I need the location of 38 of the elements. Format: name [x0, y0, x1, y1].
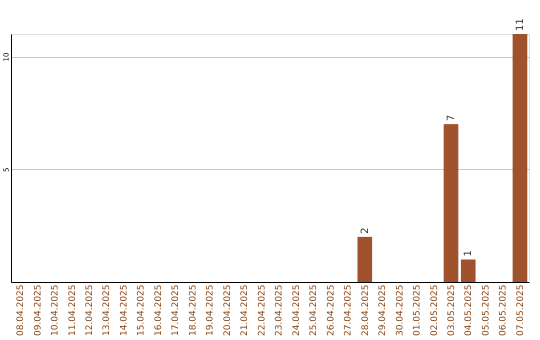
x-tick-label: 27.04.2025	[344, 284, 354, 336]
x-tick-label: 30.04.2025	[395, 284, 406, 336]
x-tick-label: 18.04.2025	[188, 284, 198, 336]
x-tick-label: 11.04.2025	[68, 284, 78, 336]
data-label: 11	[514, 18, 526, 31]
x-tick-label: 03.05.2025	[447, 284, 457, 336]
x-tick-label: 25.04.2025	[309, 284, 320, 336]
x-tick-label: 28.04.2025	[360, 284, 371, 336]
data-label: 7	[446, 114, 457, 122]
x-tick-label: 04.05.2025	[464, 284, 474, 336]
x-tick-label: 14.04.2025	[119, 284, 130, 336]
x-tick-label: 12.04.2025	[85, 284, 95, 336]
x-tick-label: 24.04.2025	[292, 284, 302, 336]
x-tick-label: 01.05.2025	[412, 284, 423, 336]
x-tick-label: 15.04.2025	[136, 284, 147, 336]
bar	[357, 236, 372, 282]
x-tick-label: 13.04.2025	[102, 284, 112, 336]
x-tick-label: 17.04.2025	[171, 284, 182, 336]
x-tick-label: 08.04.2025	[16, 284, 26, 336]
x-tick-label: 29.04.2025	[378, 284, 388, 336]
x-tick-label: 19.04.2025	[206, 284, 216, 336]
bar	[444, 124, 458, 282]
data-label: 1	[463, 250, 474, 256]
data-label: 2	[360, 228, 371, 234]
bar	[512, 34, 528, 282]
x-tick-label: 20.04.2025	[222, 284, 233, 336]
x-tick-label: 10.04.2025	[50, 284, 61, 336]
x-tick-label: 16.04.2025	[154, 284, 164, 336]
x-tick-label: 02.05.2025	[430, 284, 440, 336]
bar	[460, 259, 476, 282]
x-tick-label: 05.05.2025	[481, 284, 492, 336]
x-tick-label: 21.04.2025	[240, 284, 250, 336]
x-tick-label: 06.05.2025	[498, 284, 509, 336]
x-tick-label: 07.05.2025	[516, 284, 526, 336]
x-tick-label: 26.04.2025	[326, 284, 336, 336]
x-tick-label: 09.04.2025	[33, 284, 44, 336]
x-tick-label: 22.04.2025	[257, 284, 268, 336]
x-tick-label: 23.04.2025	[274, 284, 285, 336]
